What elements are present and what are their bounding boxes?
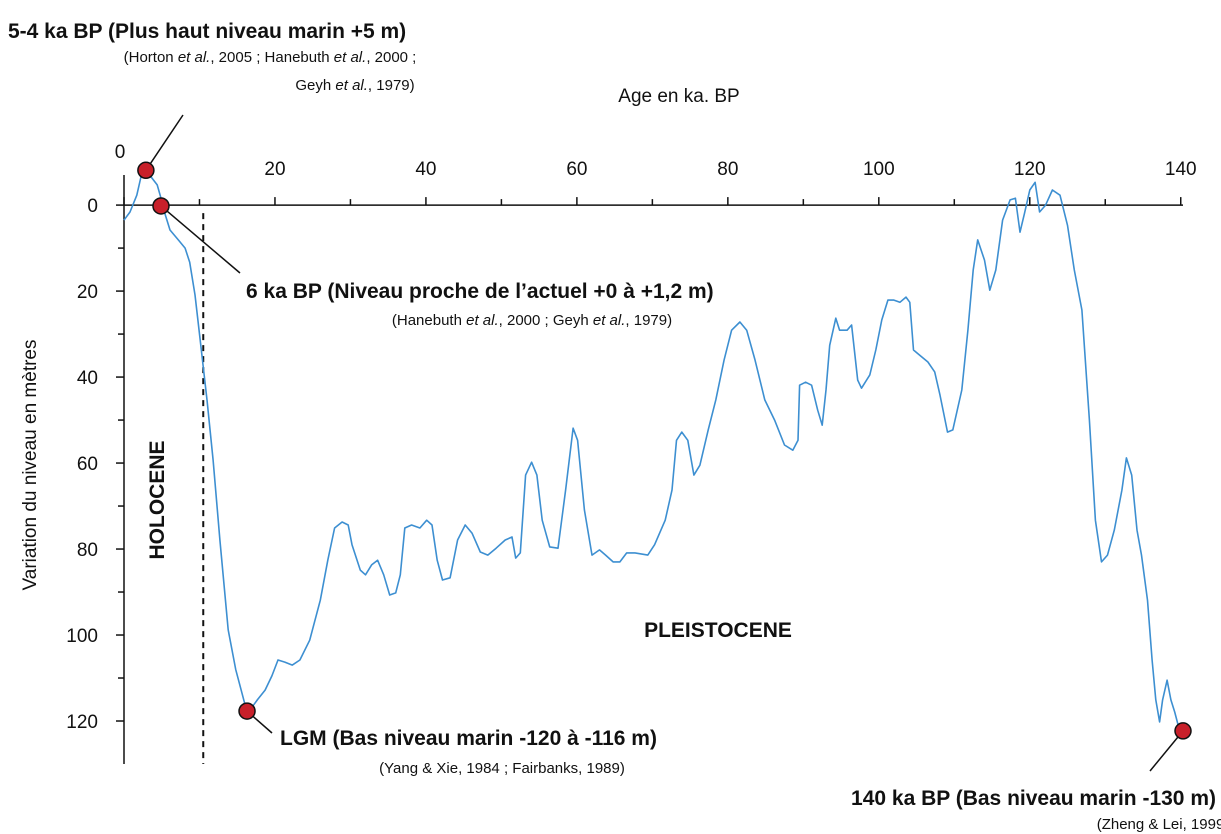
y-tick-label: 120 [66,712,98,733]
reference-part: et al. [593,312,626,329]
x-tick-label: 0 [115,142,126,163]
y-tick-label: 0 [87,196,98,217]
sea-level-line [123,171,1181,733]
reference-part: et al. [334,49,367,66]
reference-part: et al. [335,77,368,94]
period-label: HOLOCENE [146,440,169,559]
x-tick-label: 120 [1014,159,1046,180]
x-tick-label: 140 [1165,159,1197,180]
annotation-title: LGM (Bas niveau marin -120 à -116 m) [280,727,657,750]
y-tick-label: 40 [77,368,98,389]
period-label: PLEISTOCENE [644,619,792,642]
data-point-marker [137,161,155,180]
annotation-reference: (Hanebuth et al., 2000 ; Geyh et al., 19… [392,312,672,329]
annotation-reference: (Zheng & Lei, 1999) [1097,816,1221,833]
x-axis-title: Age en ka. BP [618,86,739,107]
leader-line [160,205,241,274]
x-tick-label: 60 [566,159,587,180]
reference-part: (Horton [124,49,178,66]
annotation-reference: (Horton et al., 2005 ; Hanebuth et al., … [124,49,417,66]
data-point-marker [1174,722,1192,740]
reference-part: , 2005 ; Hanebuth [210,49,333,66]
reference-part: et al. [178,49,211,66]
y-axis-title: Variation du niveau en mètres [20,339,41,590]
reference-part: (Hanebuth [392,312,466,329]
reference-part: et al. [466,312,499,329]
x-tick-label: 20 [264,159,285,180]
reference-part: , 1979) [368,77,415,94]
reference-part: (Zheng & Lei, 1999) [1097,816,1221,833]
y-tick-label: 80 [77,540,98,561]
leader-line [145,114,184,171]
y-tick-label: 20 [77,282,98,303]
reference-part: (Yang & Xie, 1984 ; Fairbanks, 1989) [379,760,625,777]
reference-part: , 2000 ; [366,49,416,66]
annotation-title: 5-4 ka BP (Plus haut niveau marin +5 m) [8,20,406,43]
annotation-title: 140 ka BP (Bas niveau marin -130 m) [851,787,1216,810]
annotation-reference: (Yang & Xie, 1984 ; Fairbanks, 1989) [379,760,625,777]
reference-part: Geyh [295,77,335,94]
annotation-title: 6 ka BP (Niveau proche de l’actuel +0 à … [246,280,714,303]
reference-part: , 1979) [625,312,672,329]
annotation-reference: Geyh et al., 1979) [295,77,414,94]
data-point-marker [152,197,170,215]
x-tick-label: 100 [863,159,895,180]
reference-part: , 2000 ; Geyh [499,312,593,329]
x-tick-label: 40 [415,159,436,180]
y-tick-label: 100 [66,626,98,647]
x-tick-label: 80 [717,159,738,180]
y-tick-label: 60 [77,454,98,475]
data-point-marker [238,702,256,720]
